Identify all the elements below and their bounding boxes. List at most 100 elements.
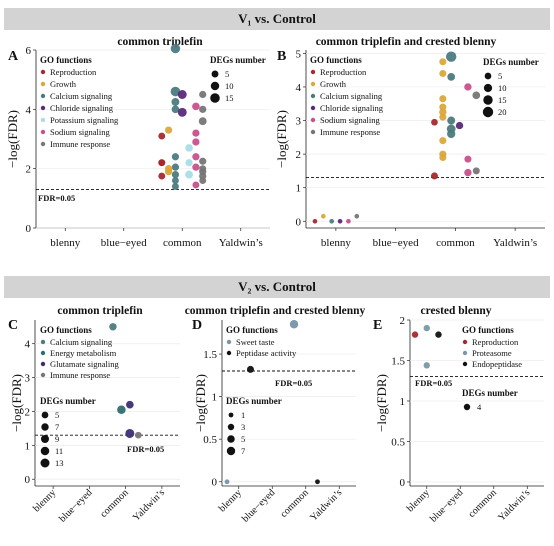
data-point — [158, 159, 166, 167]
plot-area — [410, 320, 544, 486]
x-tick-label: common — [278, 487, 311, 520]
data-point — [158, 172, 166, 180]
legend-go-swatch — [40, 361, 46, 367]
data-point — [199, 90, 207, 99]
legend-go-item: Sweet taste — [236, 337, 275, 347]
legend-size-item: 5 — [498, 71, 502, 81]
x-tick-label: common — [436, 237, 475, 249]
panel-letter: B — [277, 49, 286, 64]
data-point — [126, 400, 134, 409]
x-tick-label: blue−eyed — [240, 487, 277, 524]
legend-go-item: Chloride signaling — [50, 103, 114, 113]
data-point — [423, 324, 430, 332]
legend-size-swatch — [483, 83, 493, 93]
y-tick-label: 4 — [26, 104, 32, 116]
y-tick-label: 2 — [25, 406, 31, 418]
legend-go-item: Glutamate signaling — [50, 359, 119, 369]
x-tick-label: Yaldwin’s — [131, 487, 167, 523]
data-point — [354, 213, 360, 219]
data-point — [289, 320, 299, 329]
data-point — [447, 73, 456, 81]
legend-size-swatch — [226, 446, 236, 456]
section-band-2 — [4, 276, 550, 298]
legend-go-swatch — [40, 141, 46, 147]
data-point — [125, 428, 135, 438]
data-point — [439, 137, 447, 145]
legend-go-swatch — [40, 69, 46, 75]
data-point — [464, 168, 472, 177]
data-point — [171, 97, 180, 106]
legend-go-swatch — [310, 105, 316, 111]
legend-go-swatch — [310, 69, 316, 75]
data-point — [439, 103, 447, 111]
data-point — [445, 51, 457, 62]
data-point — [199, 105, 207, 113]
legend-size-swatch — [482, 106, 494, 118]
legend-size-swatch — [210, 81, 220, 91]
legend-go-swatch — [40, 81, 46, 87]
legend-size-title: DEGs number — [462, 388, 518, 398]
y-tick-label: 5 — [296, 48, 302, 60]
y-tick-label: 0 — [400, 477, 406, 489]
legend-go-title: GO functions — [40, 325, 92, 335]
legend-size-swatch — [484, 72, 492, 80]
legend-size-item: 10 — [498, 83, 507, 93]
legend-go-item: Growth — [50, 79, 77, 89]
legend-go-item: Proteasome — [472, 348, 512, 358]
legend-go-item: Calcium signaling — [320, 91, 383, 101]
data-point — [171, 170, 180, 179]
section-title-1: V₁ vs. Control — [238, 11, 316, 26]
data-point — [171, 153, 180, 161]
data-point — [321, 213, 326, 219]
panel-letter: D — [192, 318, 202, 333]
legend-size-item: 4 — [477, 402, 482, 412]
legend-go-swatch — [40, 339, 46, 345]
y-tick-label: 0 — [296, 216, 302, 228]
legend-go-swatch — [40, 93, 46, 99]
legend-go-swatch — [462, 361, 468, 367]
y-tick-label: 1 — [212, 392, 218, 404]
y-axis-label: −log(FDR) — [374, 374, 389, 432]
x-tick-label: blenny — [217, 487, 244, 514]
legend-size-item: 3 — [241, 422, 245, 432]
legend-size-item: 1 — [241, 410, 245, 420]
legend-go-item: Sodium signaling — [50, 127, 110, 137]
data-point — [185, 144, 193, 152]
section-title-2: V₂ vs. Control — [238, 279, 316, 294]
section-band-1 — [4, 8, 550, 30]
legend-go-item: Reproduction — [320, 67, 367, 77]
data-point — [439, 69, 447, 78]
y-axis-label: −log(FDR) — [9, 374, 24, 432]
legend-go-item: Immune response — [50, 139, 110, 149]
x-tick-label: common — [98, 487, 131, 520]
data-point — [192, 129, 200, 137]
legend-size-item: 13 — [55, 458, 64, 468]
data-point — [439, 113, 447, 121]
legend-go-swatch — [462, 339, 468, 345]
data-point — [117, 405, 126, 415]
data-point — [246, 365, 254, 373]
legend-go-item: Reproduction — [472, 337, 519, 347]
data-point — [337, 218, 343, 224]
panel-letter: A — [8, 49, 19, 64]
legend-go-title: GO functions — [462, 325, 514, 335]
legend-size-item: 20 — [498, 107, 507, 117]
y-tick-label: 1 — [25, 440, 31, 452]
data-point — [185, 159, 193, 167]
data-point — [164, 126, 173, 134]
data-point — [171, 183, 179, 190]
y-tick-label: 0.5 — [203, 434, 217, 446]
legend-go-swatch — [40, 129, 46, 135]
x-tick-label: Yaldwin’s — [496, 487, 532, 523]
data-point — [164, 168, 173, 176]
data-point — [447, 129, 456, 139]
x-tick-label: blenny — [321, 237, 351, 249]
x-tick-label: blue−eyed — [428, 487, 465, 524]
data-point — [192, 153, 200, 161]
x-tick-label: blenny — [50, 237, 80, 249]
legend-size-swatch — [227, 435, 235, 443]
x-tick-label: blenny — [405, 487, 432, 514]
legend-size-item: 15 — [498, 95, 507, 105]
